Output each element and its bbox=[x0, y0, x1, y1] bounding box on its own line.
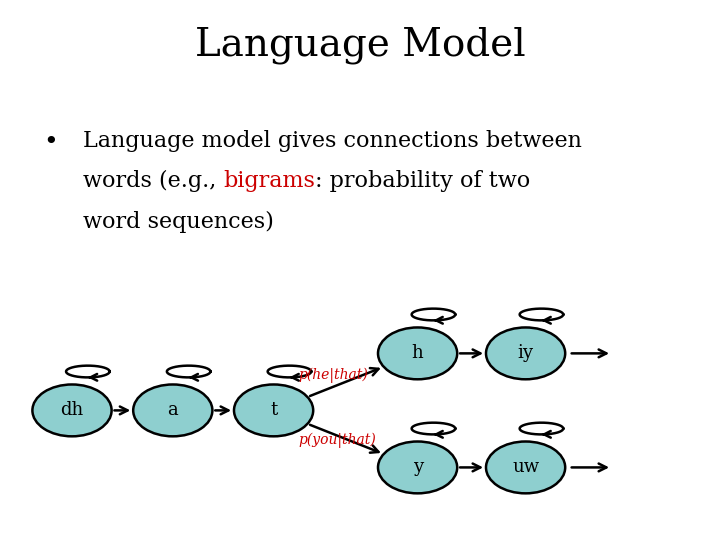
Ellipse shape bbox=[32, 384, 112, 436]
Text: bigrams: bigrams bbox=[223, 170, 315, 192]
Ellipse shape bbox=[486, 327, 565, 379]
Text: words (e.g.,: words (e.g., bbox=[83, 170, 223, 192]
Ellipse shape bbox=[133, 384, 212, 436]
Ellipse shape bbox=[378, 327, 457, 379]
Text: y: y bbox=[413, 458, 423, 476]
Text: : probability of two: : probability of two bbox=[315, 170, 531, 192]
Text: word sequences): word sequences) bbox=[83, 211, 274, 233]
Text: p(you|that): p(you|that) bbox=[299, 433, 377, 448]
Text: •: • bbox=[43, 130, 58, 153]
Ellipse shape bbox=[486, 442, 565, 494]
Text: dh: dh bbox=[60, 401, 84, 420]
Text: iy: iy bbox=[518, 345, 534, 362]
Text: p(he|that): p(he|that) bbox=[299, 368, 369, 383]
Ellipse shape bbox=[378, 442, 457, 494]
Ellipse shape bbox=[234, 384, 313, 436]
Text: Language Model: Language Model bbox=[194, 27, 526, 64]
Text: h: h bbox=[412, 345, 423, 362]
Text: a: a bbox=[168, 401, 178, 420]
Text: t: t bbox=[270, 401, 277, 420]
Text: uw: uw bbox=[512, 458, 539, 476]
Text: Language model gives connections between: Language model gives connections between bbox=[83, 130, 582, 152]
